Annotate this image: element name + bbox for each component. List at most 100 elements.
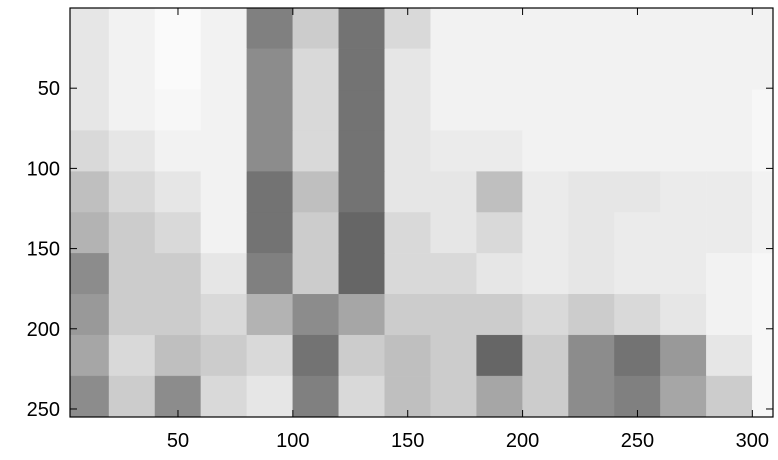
heatmap-cell <box>706 253 753 295</box>
heatmap-cell <box>108 89 156 131</box>
heatmap-cell <box>568 130 615 172</box>
y-tick-label: 50 <box>38 78 60 100</box>
heatmap-cell <box>522 89 569 131</box>
heatmap-cell <box>568 171 615 213</box>
heatmap-cell <box>200 212 248 254</box>
heatmap-cell <box>292 171 340 213</box>
heatmap-cell <box>108 8 156 50</box>
heatmap-cell <box>522 48 569 91</box>
heatmap-cell <box>200 294 248 336</box>
heatmap-cell <box>292 8 340 50</box>
heatmap-cell <box>200 171 248 213</box>
heatmap-cell <box>384 48 431 91</box>
heatmap-cell <box>292 375 340 417</box>
heatmap-cell <box>108 334 156 377</box>
heatmap-cell <box>246 212 294 254</box>
heatmap-cell <box>476 294 523 336</box>
heatmap-cell <box>476 8 523 50</box>
heatmap-cell <box>522 334 569 377</box>
heatmap-cell <box>384 253 431 295</box>
heatmap-cell <box>430 48 477 91</box>
heatmap-cell <box>154 253 202 295</box>
heatmap-cell <box>70 171 110 213</box>
heatmap-cell <box>706 171 753 213</box>
heatmap-cell <box>338 48 385 91</box>
heatmap-cell <box>522 294 569 336</box>
heatmap-cell <box>338 253 385 295</box>
heatmap-cell <box>200 130 248 172</box>
y-tick-label: 200 <box>27 319 60 341</box>
heatmap-cell <box>476 130 523 172</box>
heatmap-cell <box>292 89 340 131</box>
heatmap-cell <box>706 8 753 50</box>
heatmap-cell <box>292 130 340 172</box>
heatmap-cell <box>706 48 753 91</box>
heatmap-cell <box>246 8 294 50</box>
heatmap-cell <box>384 334 431 377</box>
heatmap-cell <box>614 212 661 254</box>
heatmap-cell <box>660 375 707 417</box>
heatmap-cell <box>246 294 294 336</box>
heatmap-cell <box>108 253 156 295</box>
heatmap-cell <box>476 48 523 91</box>
heatmap-cell <box>752 8 773 50</box>
heatmap-cell <box>292 48 340 91</box>
heatmap-cell <box>246 334 294 377</box>
heatmap-cell <box>384 294 431 336</box>
y-tick-label: 100 <box>27 158 60 180</box>
heatmap-cell <box>246 89 294 131</box>
heatmap-cell <box>108 130 156 172</box>
heatmap-cell <box>108 212 156 254</box>
heatmap-cell <box>568 8 615 50</box>
heatmap-cell <box>108 171 156 213</box>
heatmap-cell <box>522 171 569 213</box>
heatmap-cell <box>70 48 110 91</box>
heatmap-cell <box>660 8 707 50</box>
x-tick-label: 200 <box>506 430 539 452</box>
heatmap-cell <box>752 171 773 213</box>
heatmap-cell <box>568 375 615 417</box>
heatmap-cell <box>660 48 707 91</box>
heatmap-cell <box>338 294 385 336</box>
heatmap-cell <box>568 253 615 295</box>
heatmap-cell <box>430 8 477 50</box>
x-tick-label: 300 <box>736 430 769 452</box>
heatmap-cell <box>154 89 202 131</box>
heatmap-cell <box>706 89 753 131</box>
heatmap-cell <box>384 212 431 254</box>
plot-frame <box>69 7 774 418</box>
heatmap-cell <box>752 89 773 131</box>
heatmap-cell <box>752 48 773 91</box>
heatmap-cell <box>154 334 202 377</box>
heatmap-cell <box>108 294 156 336</box>
heatmap-cell <box>476 334 523 377</box>
heatmap-cell <box>660 334 707 377</box>
heatmap-cell <box>752 294 773 336</box>
heatmap-cell <box>476 212 523 254</box>
heatmap-cell <box>614 130 661 172</box>
heatmap-cell <box>292 212 340 254</box>
heatmap-cell <box>154 294 202 336</box>
heatmap-cell <box>476 171 523 213</box>
heatmap-cell <box>338 212 385 254</box>
x-tick-label: 250 <box>621 430 654 452</box>
heatmap-cell <box>154 171 202 213</box>
heatmap-cell <box>522 253 569 295</box>
heatmap-cell <box>200 8 248 50</box>
heatmap-cell <box>568 212 615 254</box>
heatmap-cell <box>338 375 385 417</box>
heatmap-cell <box>292 294 340 336</box>
heatmap-cell <box>430 253 477 295</box>
heatmap-cell <box>108 375 156 417</box>
heatmap-cell <box>476 253 523 295</box>
heatmap-cell <box>660 130 707 172</box>
y-tick-label: 150 <box>27 239 60 261</box>
heatmap-cell <box>706 130 753 172</box>
x-tick-label: 50 <box>167 430 189 452</box>
x-tick-label: 100 <box>276 430 309 452</box>
heatmap-cell <box>154 48 202 91</box>
heatmap-cell <box>522 375 569 417</box>
heatmap-cell <box>338 89 385 131</box>
heatmap-cell <box>200 375 248 417</box>
